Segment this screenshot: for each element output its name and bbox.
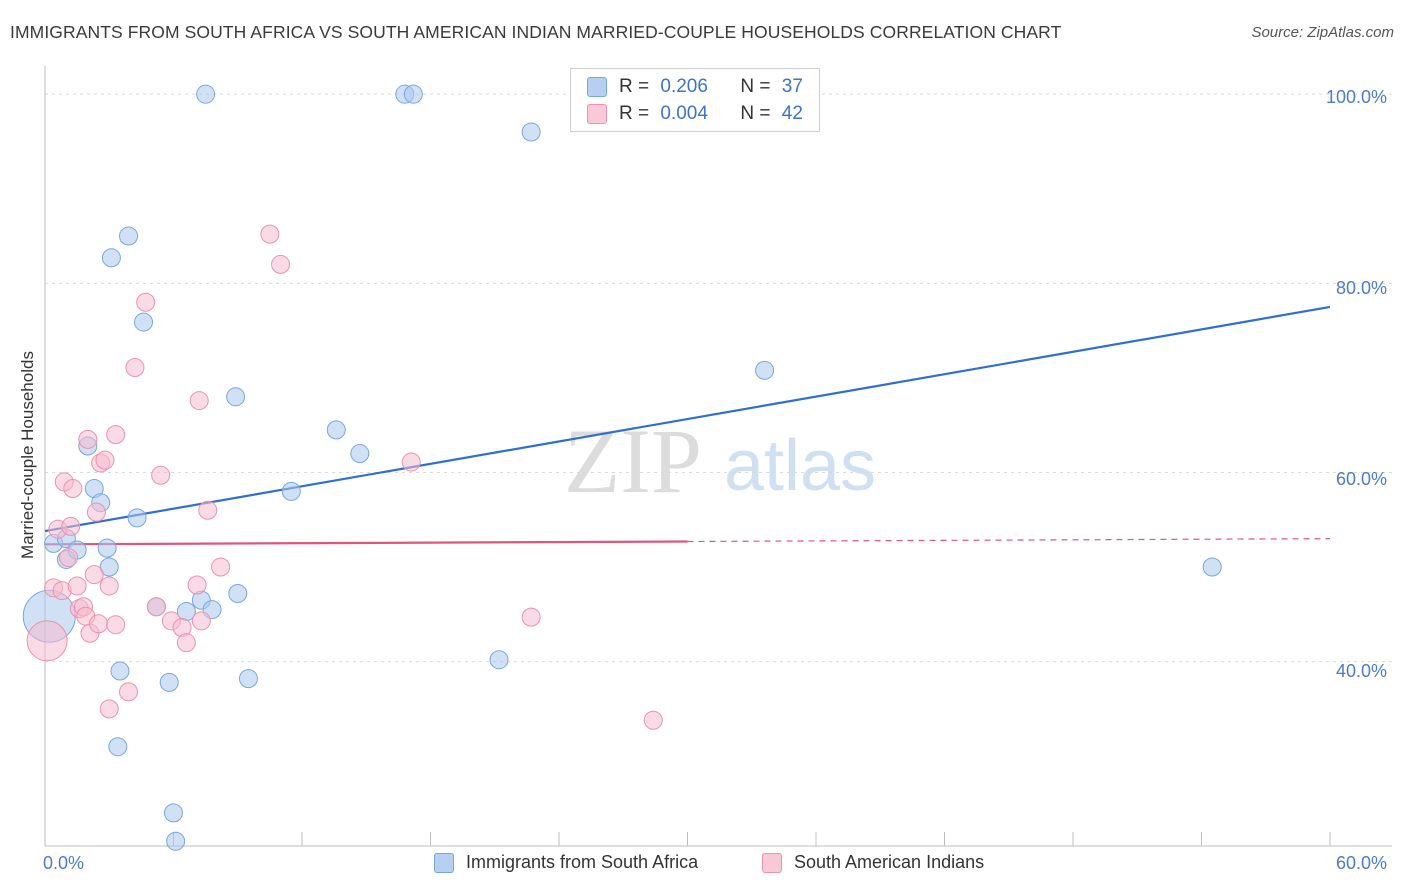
point-south-american-indians bbox=[643, 710, 663, 730]
gridlines bbox=[45, 93, 1392, 663]
point-south-american-indians bbox=[67, 576, 87, 596]
chart-title: IMMIGRANTS FROM SOUTH AFRICA VS SOUTH AM… bbox=[10, 22, 1062, 42]
point-south-american-indians bbox=[191, 611, 211, 631]
point-south-africa bbox=[159, 672, 179, 692]
point-south-american-indians bbox=[187, 575, 207, 595]
point-south-american-indians bbox=[260, 224, 280, 244]
y-axis-label: Married-couple Households bbox=[18, 351, 37, 559]
point-south-american-indians bbox=[151, 465, 171, 485]
x-tick-max: 60.0% bbox=[1336, 853, 1388, 873]
data-points bbox=[22, 84, 1222, 851]
point-south-africa bbox=[164, 803, 183, 823]
legend-n-value-2: 42 bbox=[781, 103, 803, 124]
legend-n-label-1: N = bbox=[740, 76, 776, 97]
legend-n-label-2: N = bbox=[740, 103, 776, 124]
point-south-africa bbox=[350, 444, 370, 464]
point-south-africa bbox=[489, 650, 509, 670]
series-legend-item-south-africa: Immigrants from South Africa bbox=[434, 852, 698, 873]
point-south-american-indians bbox=[146, 597, 166, 617]
series-legend-label-2: South American Indians bbox=[794, 852, 985, 872]
x-tick-min: 0.0% bbox=[43, 853, 85, 873]
point-south-american-indians bbox=[26, 620, 68, 662]
point-south-africa bbox=[1202, 557, 1222, 577]
legend-r-label-2: R = bbox=[619, 103, 655, 124]
point-south-africa bbox=[99, 557, 119, 577]
legend-r-label-1: R = bbox=[619, 76, 655, 97]
point-south-american-indians bbox=[119, 682, 139, 702]
point-south-american-indians bbox=[89, 614, 109, 634]
legend-row-south-africa: R = 0.206 N = 37 bbox=[587, 75, 803, 99]
point-south-africa bbox=[326, 420, 346, 440]
point-south-africa bbox=[238, 669, 258, 689]
trend-line-dashed-extension bbox=[687, 538, 1331, 543]
point-south-american-indians bbox=[125, 357, 145, 377]
series-legend-swatch-pink bbox=[762, 852, 782, 873]
point-south-africa bbox=[755, 360, 775, 380]
legend-r-value-1: 0.206 bbox=[660, 76, 708, 97]
point-south-american-indians bbox=[63, 479, 83, 499]
y-tick-80: 80.0% bbox=[1336, 278, 1388, 298]
point-south-africa bbox=[110, 661, 130, 681]
point-south-american-indians bbox=[84, 565, 104, 585]
watermark-zip: ZIP bbox=[564, 410, 702, 512]
point-south-american-indians bbox=[198, 500, 218, 520]
watermark-atlas: atlas bbox=[724, 426, 876, 506]
point-south-american-indians bbox=[59, 548, 79, 568]
series-legend: Immigrants from South Africa South Ameri… bbox=[0, 852, 1406, 878]
legend-r-value-2: 0.004 bbox=[660, 103, 708, 124]
series-legend-item-south-american-indians: South American Indians bbox=[762, 852, 984, 873]
point-south-american-indians bbox=[211, 557, 231, 577]
trend-line-south-africa bbox=[44, 305, 1331, 533]
y-tick-100: 100.0% bbox=[1326, 87, 1388, 107]
legend-swatch-blue bbox=[587, 77, 607, 97]
point-south-american-indians bbox=[95, 450, 115, 470]
trend-lines bbox=[44, 305, 1331, 546]
axes bbox=[44, 66, 1392, 847]
point-south-american-indians bbox=[176, 633, 196, 653]
point-south-africa bbox=[228, 584, 248, 604]
point-south-american-indians bbox=[271, 254, 291, 274]
y-tick-40: 40.0% bbox=[1336, 661, 1388, 681]
point-south-africa bbox=[134, 312, 154, 332]
trend-line-south-american-indians bbox=[44, 540, 688, 546]
point-south-africa bbox=[101, 248, 121, 268]
series-legend-swatch-blue bbox=[434, 852, 454, 873]
point-south-africa bbox=[403, 84, 423, 104]
point-south-american-indians bbox=[78, 429, 98, 449]
legend-row-south-american-indians: R = 0.004 N = 42 bbox=[587, 102, 803, 126]
point-south-american-indians bbox=[61, 516, 81, 536]
point-south-africa bbox=[196, 84, 216, 104]
source-credit: Source: ZipAtlas.com bbox=[1251, 24, 1394, 41]
y-tick-60: 60.0% bbox=[1336, 469, 1388, 489]
point-south-american-indians bbox=[521, 607, 541, 627]
legend-n-value-1: 37 bbox=[781, 76, 803, 97]
point-south-africa bbox=[119, 226, 139, 246]
point-south-american-indians bbox=[106, 615, 126, 635]
point-south-american-indians bbox=[136, 292, 156, 312]
point-south-africa bbox=[97, 538, 117, 558]
point-south-africa bbox=[521, 122, 541, 142]
point-south-american-indians bbox=[86, 502, 106, 522]
point-south-american-indians bbox=[106, 425, 126, 445]
series-legend-label-1: Immigrants from South Africa bbox=[466, 852, 699, 872]
point-south-american-indians bbox=[99, 576, 119, 596]
legend-swatch-pink bbox=[587, 104, 607, 124]
point-south-africa bbox=[108, 737, 128, 757]
point-south-american-indians bbox=[401, 452, 421, 472]
point-south-american-indians bbox=[189, 391, 209, 411]
point-south-africa bbox=[127, 508, 147, 528]
point-south-africa bbox=[281, 481, 301, 501]
point-south-africa bbox=[226, 387, 246, 407]
point-south-american-indians bbox=[99, 699, 119, 719]
correlation-legend: R = 0.206 N = 37 R = 0.004 N = 42 bbox=[570, 68, 820, 132]
point-south-africa bbox=[166, 831, 186, 851]
